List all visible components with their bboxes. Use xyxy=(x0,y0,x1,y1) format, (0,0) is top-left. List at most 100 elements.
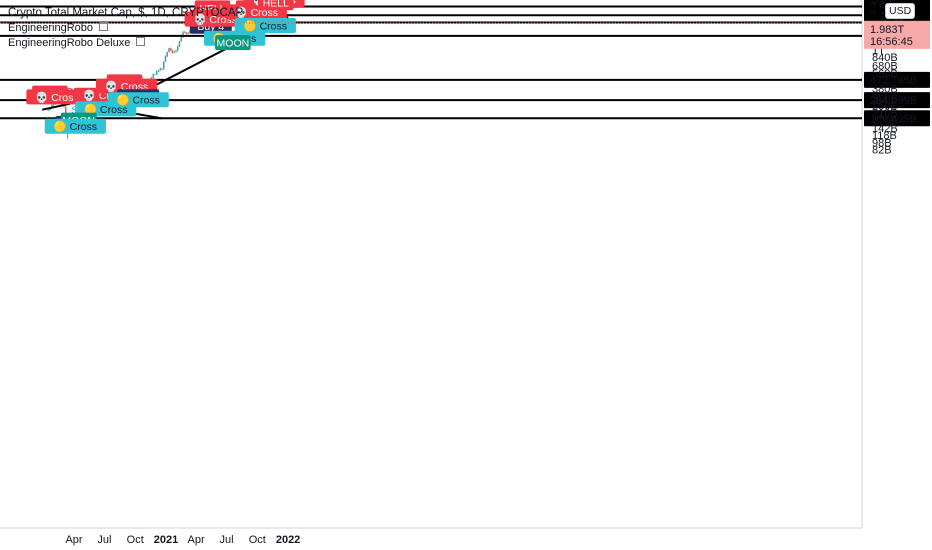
level-tag-bg xyxy=(864,71,930,88)
indicator-row-1[interactable]: EngineeringRobo xyxy=(8,21,243,36)
y-tick-label: 118B xyxy=(872,130,897,142)
indicator-settings-icon[interactable] xyxy=(99,22,109,31)
indicator-row-2[interactable]: EngineeringRobo Deluxe xyxy=(8,36,243,51)
symbol-title[interactable]: Crypto Total Market Cap, $, 1D, CRYPTOCA… xyxy=(8,7,244,19)
signal-tag-text: MOON xyxy=(217,38,250,50)
candle-body xyxy=(157,70,160,72)
candle-67 xyxy=(164,55,167,62)
signal-tag-bg xyxy=(215,35,251,51)
signal-tag-19: MOON xyxy=(215,35,251,51)
candle-body xyxy=(170,48,172,51)
candle-body xyxy=(173,51,175,53)
early-support-line xyxy=(42,102,71,111)
chart-legend: Crypto Total Market Cap, $, 1D, CRYPTOCA… xyxy=(8,6,243,51)
candle-body xyxy=(171,50,174,53)
level-tag-text: 472.785B xyxy=(870,75,917,87)
y-tick-label: 560B xyxy=(872,68,898,80)
y-tick-label: 380B xyxy=(872,84,898,96)
signal-tag-22: 🟡 Cross xyxy=(234,18,296,34)
y-tick-label: 680B xyxy=(872,60,898,72)
indicator-name: EngineeringRobo Deluxe xyxy=(8,37,131,49)
y-tick-label: 250B xyxy=(872,100,898,112)
candle-64 xyxy=(159,67,161,71)
candle-body xyxy=(187,33,189,35)
signal-tag-text: HELL xyxy=(263,0,289,10)
indicator-name: EngineeringRobo xyxy=(8,22,94,34)
candle-73 xyxy=(175,49,177,53)
candle-59 xyxy=(150,76,153,79)
candle-body xyxy=(159,68,161,71)
signal-tag-text: 🟡 Cross xyxy=(117,94,160,107)
y-tick-label: 3.6T xyxy=(872,0,894,6)
currency-badge[interactable]: USD xyxy=(885,3,916,19)
level-tag-text: 284.599B xyxy=(870,95,917,107)
signal-tag-text: 💀 Cross xyxy=(35,91,78,104)
x-tick-label: Oct xyxy=(127,534,144,546)
candle-body xyxy=(152,74,154,78)
time-axis[interactable]: Apr Jul Oct 2021 Apr Jul Oct 2022 xyxy=(65,534,300,546)
candle-body xyxy=(168,48,170,52)
y-tick-label: 210B xyxy=(872,107,898,119)
x-tick-label: Oct xyxy=(249,534,266,546)
price-axis[interactable]: 4.4T3.6T1.6T1.3T1T840B680B560B380B300B25… xyxy=(0,0,930,157)
signal-tag-text: 🟡 Cross xyxy=(54,120,97,133)
y-tick-label: 82B xyxy=(872,145,892,157)
signal-tag-12: 🟡 Cross xyxy=(107,92,169,108)
candle-body xyxy=(154,74,156,75)
x-tick-label: Jul xyxy=(220,534,234,546)
candle-74 xyxy=(177,45,179,52)
candle-79 xyxy=(185,31,188,35)
candle-80 xyxy=(187,32,189,35)
signal-tag-8: 🟡 Cross xyxy=(44,118,106,134)
signal-tag-bg xyxy=(44,118,106,134)
level-tag-bg xyxy=(864,110,930,127)
x-tick-label: 2022 xyxy=(276,534,300,546)
signal-tag-bg xyxy=(107,92,169,108)
y-tick-label: 840B xyxy=(872,52,898,64)
signal-tag-bg xyxy=(234,18,296,34)
grid xyxy=(0,0,863,529)
price-tag-countdown: 16:56:45 xyxy=(870,36,913,48)
candle-body xyxy=(164,56,167,62)
candle-body xyxy=(182,31,184,38)
candle-body xyxy=(52,104,55,106)
x-tick-label: Apr xyxy=(188,534,205,546)
signal-tag-text: 🟡 Cross xyxy=(244,20,287,33)
signal-tag-1: 💀 Cross xyxy=(26,89,88,105)
candle-body xyxy=(161,68,163,70)
x-tick-label: Apr xyxy=(65,534,82,546)
candle-body xyxy=(178,41,181,47)
candle-body xyxy=(47,110,49,111)
indicator-settings-icon[interactable] xyxy=(136,37,146,46)
candle-71 xyxy=(171,49,174,54)
candle-63 xyxy=(157,69,160,73)
candle-66 xyxy=(163,61,165,70)
candle-72 xyxy=(173,50,175,53)
candle-60 xyxy=(152,73,154,79)
signal-tag-24: HELL xyxy=(257,0,294,11)
candle-65 xyxy=(161,68,163,71)
candle-76 xyxy=(180,37,182,42)
candle-body xyxy=(185,32,188,34)
signal-annotations: HELL💀 CrossSuper SellSuper Buy💀 Cross🟡 C… xyxy=(26,0,305,134)
candle-body xyxy=(65,106,67,116)
signal-tag-bg xyxy=(26,89,88,105)
candle-70 xyxy=(170,47,172,52)
candle-body xyxy=(184,31,186,33)
candle-body xyxy=(150,77,153,79)
candle-68 xyxy=(166,51,168,58)
candle-62 xyxy=(156,70,158,76)
candle-body xyxy=(49,108,51,111)
x-tick-label: Jul xyxy=(97,534,111,546)
y-tick-label: 98B xyxy=(872,138,892,150)
signal-tag-bg xyxy=(257,0,294,11)
candle-61 xyxy=(154,73,156,75)
price-tag-value: 1.983T xyxy=(870,24,905,36)
x-tick-label: 2021 xyxy=(154,534,178,546)
candle-75 xyxy=(178,40,181,48)
candle-body xyxy=(180,37,182,42)
price-tag-bg xyxy=(864,20,930,49)
candle-body xyxy=(177,46,179,51)
